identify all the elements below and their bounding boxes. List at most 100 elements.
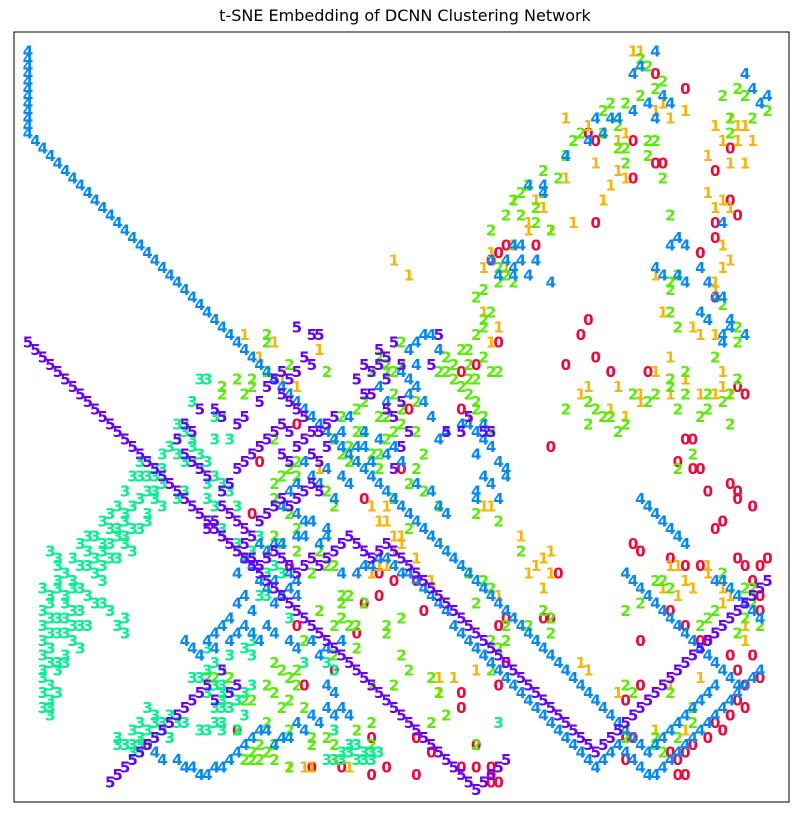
- digit-point-2-114: 2: [381, 430, 391, 448]
- digit-point-4-35: 4: [725, 311, 735, 329]
- digit-point-0-18: 0: [404, 401, 414, 419]
- digit-point-5-155: 5: [717, 617, 727, 635]
- digit-point-3-175: 3: [135, 490, 145, 508]
- digit-point-4-262: 4: [695, 639, 705, 657]
- digit-point-5-173: 5: [150, 729, 160, 747]
- digit-point-3-82: 3: [45, 654, 55, 672]
- digit-point-5-72: 5: [217, 498, 227, 516]
- digit-point-1-129: 1: [561, 110, 571, 128]
- digit-point-0-112: 0: [590, 214, 600, 232]
- digit-point-1-79: 1: [516, 527, 526, 545]
- digit-point-5-35: 5: [284, 393, 294, 411]
- digit-point-1-94: 1: [426, 572, 436, 590]
- digit-point-1-117: 1: [329, 751, 339, 769]
- digit-point-0-53: 0: [755, 669, 765, 687]
- digit-point-5-170: 5: [172, 706, 182, 724]
- digit-point-5-232: 5: [112, 423, 122, 441]
- digit-point-5-167: 5: [187, 692, 197, 710]
- digit-point-3-173: 3: [120, 505, 130, 523]
- digit-point-3-56: 3: [53, 572, 63, 590]
- digit-point-4-260: 4: [680, 624, 690, 642]
- digit-point-2-129: 2: [471, 505, 481, 523]
- digit-point-5-179: 5: [105, 774, 115, 792]
- digit-point-5-243: 5: [30, 341, 40, 359]
- digit-point-3-132: 3: [202, 721, 212, 739]
- digit-point-3-57: 3: [53, 580, 63, 598]
- digit-point-2-267: 2: [314, 542, 324, 560]
- digit-point-5-13: 5: [374, 356, 384, 374]
- digit-point-4-300: 4: [471, 572, 481, 590]
- digit-point-4-30: 4: [673, 266, 683, 284]
- digit-point-2-185: 2: [329, 647, 339, 665]
- digit-point-3-79: 3: [75, 639, 85, 657]
- digit-point-3-26: 3: [157, 498, 167, 516]
- digit-point-3-68: 3: [38, 602, 48, 620]
- digit-point-3-104: 3: [217, 677, 227, 695]
- digit-point-2-1: 2: [643, 57, 653, 75]
- digit-point-3-194: 3: [269, 557, 279, 575]
- digit-point-3-184: 3: [195, 460, 205, 478]
- digit-point-1-107: 1: [695, 669, 705, 687]
- digit-point-2-93: 2: [463, 356, 473, 374]
- digit-point-1-13: 1: [538, 199, 548, 217]
- digit-point-5-105: 5: [344, 527, 354, 545]
- digit-point-4-59: 4: [374, 378, 384, 396]
- digit-point-4-151: 4: [314, 647, 324, 665]
- digit-point-1-78: 1: [486, 498, 496, 516]
- digit-point-2-104: 2: [471, 393, 481, 411]
- digit-point-0-121: 0: [643, 363, 653, 381]
- digit-point-3-42: 3: [83, 527, 93, 545]
- digit-point-1-85: 1: [658, 580, 668, 598]
- digit-point-3-107: 3: [232, 721, 242, 739]
- digit-point-4-68: 4: [463, 416, 473, 434]
- digit-point-2-215: 2: [658, 744, 668, 762]
- digit-point-2-100: 2: [389, 363, 399, 381]
- digit-point-4-163: 4: [292, 714, 302, 732]
- digit-point-4-215: 4: [590, 759, 600, 777]
- digit-point-4-333: 4: [224, 326, 234, 344]
- digit-point-3-16: 3: [157, 445, 167, 463]
- digit-point-3-137: 3: [142, 699, 152, 717]
- digit-point-2-258: 2: [247, 744, 257, 762]
- digit-point-5-120: 5: [456, 609, 466, 627]
- digit-point-3-165: 3: [366, 744, 376, 762]
- digit-point-0-115: 0: [732, 207, 742, 225]
- digit-point-1-70: 1: [269, 333, 279, 351]
- digit-point-2-194: 2: [546, 609, 556, 627]
- digit-point-2-98: 2: [463, 371, 473, 389]
- digit-point-4-272: 4: [680, 706, 690, 724]
- digit-point-1-25: 1: [717, 132, 727, 150]
- digit-point-4-126: 4: [277, 587, 287, 605]
- digit-point-2-128: 2: [434, 498, 444, 516]
- digit-point-1-77: 1: [478, 498, 488, 516]
- digit-point-0-31: 0: [732, 490, 742, 508]
- digit-point-2-43: 2: [598, 125, 608, 143]
- digit-point-4-256: 4: [650, 595, 660, 613]
- digit-point-4-270: 4: [695, 692, 705, 710]
- digit-point-2-244: 2: [224, 669, 234, 687]
- digit-point-0-97: 0: [307, 759, 317, 777]
- digit-point-2-81: 2: [643, 393, 653, 411]
- digit-point-5-240: 5: [53, 363, 63, 381]
- digit-point-0-87: 0: [411, 729, 421, 747]
- digit-point-0-110: 0: [359, 490, 369, 508]
- digit-point-4-70: 4: [478, 430, 488, 448]
- digit-point-3-161: 3: [224, 684, 234, 702]
- digit-point-4-56: 4: [411, 356, 421, 374]
- digit-point-0-24: 0: [740, 386, 750, 404]
- digit-point-4-162: 4: [299, 721, 309, 739]
- digit-point-4-346: 4: [127, 229, 137, 247]
- digit-point-4-147: 4: [269, 624, 279, 642]
- digit-point-0-46: 0: [635, 542, 645, 560]
- digit-point-5-237: 5: [75, 386, 85, 404]
- digit-point-2-260: 2: [239, 751, 249, 769]
- digit-point-5-80: 5: [277, 490, 287, 508]
- digit-point-0-67: 0: [680, 744, 690, 762]
- digit-point-5-129: 5: [523, 677, 533, 695]
- digit-point-4-28: 4: [717, 333, 727, 351]
- digit-point-3-103: 3: [217, 662, 227, 680]
- digit-point-5-93: 5: [254, 557, 264, 575]
- digit-point-4-175: 4: [202, 766, 212, 784]
- digit-point-5-50: 5: [217, 408, 227, 426]
- digit-point-4-267: 4: [732, 677, 742, 695]
